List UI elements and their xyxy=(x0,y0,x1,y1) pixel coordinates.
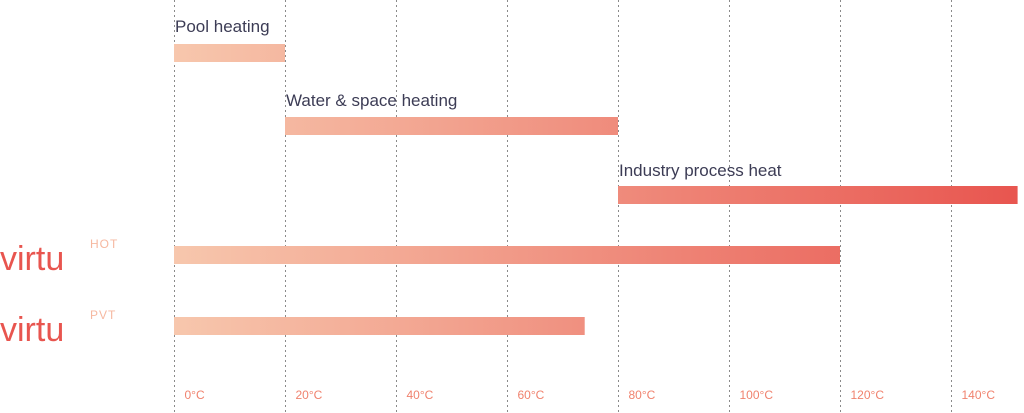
x-tick-label: 20°C xyxy=(296,388,323,402)
x-tick-label: 0°C xyxy=(185,388,205,402)
bar-labels: Pool heating Water & space heating Industr… xyxy=(0,17,782,349)
grid-lines xyxy=(174,0,952,413)
bar-label: Water & space heating xyxy=(286,91,457,110)
range-bar xyxy=(618,186,1018,204)
product-logo-superscript: PVT xyxy=(90,308,116,322)
x-tick-label: 40°C xyxy=(407,388,434,402)
range-bar xyxy=(285,117,618,135)
x-tick-label: 60°C xyxy=(518,388,545,402)
x-tick-label: 80°C xyxy=(629,388,656,402)
x-axis-ticks: 0°C 20°C 40°C 60°C 80°C 100°C 120°C 140°C xyxy=(185,388,996,402)
bar-label: Industry process heat xyxy=(619,161,782,180)
x-tick-label: 100°C xyxy=(740,388,774,402)
product-logo-main: virtu xyxy=(0,311,64,349)
bar-label: Pool heating xyxy=(175,17,270,36)
range-bar xyxy=(174,44,285,62)
range-bar xyxy=(174,246,840,264)
bars xyxy=(174,44,1018,335)
product-logo-main: virtu xyxy=(0,240,64,278)
range-bar xyxy=(174,317,585,335)
x-tick-label: 140°C xyxy=(962,388,996,402)
product-logo-superscript: HOT xyxy=(90,237,118,251)
x-tick-label: 120°C xyxy=(851,388,885,402)
